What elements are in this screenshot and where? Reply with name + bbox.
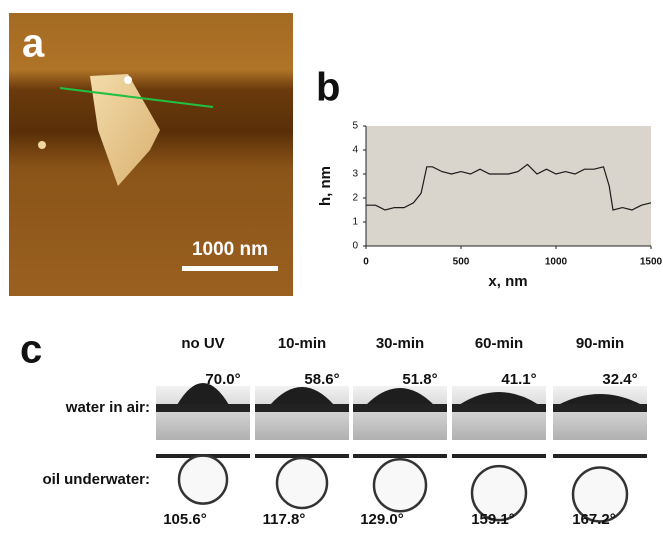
column-header: 30-min	[376, 335, 424, 352]
x-tick-label: 1500	[640, 257, 663, 268]
angle: 32.4°	[602, 371, 637, 388]
x-axis-label: x, nm	[488, 273, 527, 290]
angle: 167.2°	[572, 511, 616, 528]
angle: 70.0°	[205, 371, 240, 388]
scale-bar-label: 1000 nm	[192, 239, 268, 260]
substrate	[452, 454, 546, 458]
column-header: 60-min	[475, 335, 523, 352]
substrate	[452, 404, 546, 412]
x-tick-label: 1000	[545, 257, 568, 268]
scale-bar	[182, 266, 278, 271]
y-tick-label: 1	[352, 217, 358, 228]
column-header: 10-min	[278, 335, 326, 352]
substrate	[353, 454, 447, 458]
column-header: 90-min	[576, 335, 624, 352]
y-tick-label: 4	[352, 145, 358, 156]
oil-drop	[277, 458, 327, 508]
y-axis-label: h, nm	[317, 166, 334, 206]
y-tick-label: 0	[352, 241, 358, 252]
x-tick-label: 0	[363, 257, 369, 268]
angle: 129.0°	[360, 511, 404, 528]
figure: a 1000 nm b x, nm h, nm c 0 1 2 3 4 5 0 500 1000…	[0, 0, 663, 531]
substrate	[156, 404, 250, 412]
angle: 105.6°	[163, 511, 207, 528]
substrate	[553, 454, 647, 458]
particle	[124, 76, 132, 84]
y-tick-label: 3	[352, 169, 358, 180]
y-tick-label: 5	[352, 121, 358, 132]
panel-label: c	[20, 328, 42, 372]
angle: 51.8°	[402, 371, 437, 388]
x-tick-label: 500	[453, 257, 470, 268]
substrate	[255, 404, 349, 412]
page: a 1000 nm b x, nm h, nm c 0 1 2 3 4 5 0 500 1000…	[0, 0, 663, 536]
substrate	[353, 404, 447, 412]
oil-drop	[374, 459, 426, 511]
substrate	[553, 404, 647, 412]
angle: 58.6°	[304, 371, 339, 388]
angle: 41.1°	[501, 371, 536, 388]
particle	[38, 141, 46, 149]
plot-area	[366, 126, 651, 246]
row-label: oil underwater:	[42, 471, 150, 488]
panel-label: a	[22, 22, 45, 66]
angle: 159.1°	[471, 511, 515, 528]
panel-label: b	[316, 66, 340, 110]
y-tick-label: 2	[352, 193, 358, 204]
oil-drop	[179, 456, 227, 504]
row-label: water in air:	[65, 399, 150, 416]
angle: 117.8°	[263, 511, 306, 528]
column-header: no UV	[181, 335, 224, 352]
